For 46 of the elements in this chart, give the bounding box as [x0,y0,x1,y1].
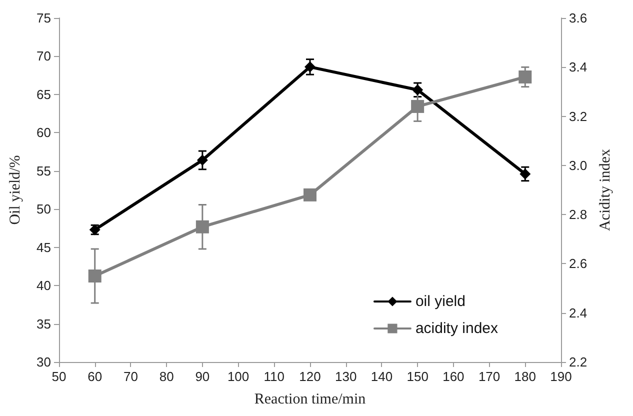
x-tick-label: 170 [478,369,500,384]
x-tick-label: 190 [550,369,572,384]
y-tick-label: 65 [36,86,51,102]
point [520,168,531,180]
point [304,188,316,202]
x-tick-label: 80 [159,369,174,384]
legend-label: oil yield [415,293,466,310]
y-tick-label: 75 [36,10,51,26]
y2-tick-label: 2.2 [569,354,588,370]
y2-tick-label: 3.2 [569,108,588,124]
y-tick-label: 30 [36,354,51,370]
x-tick-label: 120 [299,369,321,384]
x-tick-label: 110 [264,369,285,384]
x-tick-label: 150 [406,369,428,384]
y2-tick-label: 2.6 [569,256,588,272]
y-tick-label: 35 [36,316,51,332]
x-tick-label: 50 [52,369,66,384]
x-tick-label: 70 [123,369,138,384]
y-tick-label: 45 [36,240,51,255]
point [196,220,209,234]
legend-label: acidity index [415,320,498,337]
y2-tick-label: 2.8 [569,207,588,222]
point [304,61,316,72]
y-axis-title: Oil yield/% [8,155,24,225]
x-axis-title: Reaction time/min [254,392,366,408]
x-tick-label: 180 [514,369,536,384]
y2-tick-label: 2.4 [569,305,588,320]
x-tick-label: 160 [442,369,464,384]
y2-axis-title: Acidity index [597,148,614,232]
y2-tick-label: 3.4 [569,60,588,75]
point [196,154,208,166]
y-tick-label: 50 [36,202,51,217]
y-tick-label: 40 [36,278,51,294]
y-tick-label: 60 [36,125,51,140]
point [88,270,102,282]
x-tick-label: 90 [195,369,210,384]
y2-tick-label: 3.6 [569,10,588,26]
point [411,100,424,113]
point [518,70,532,84]
y-tick-label: 70 [36,48,51,64]
y2-tick-label: 3.0 [569,158,588,173]
x-tick-label: 130 [335,369,357,384]
x-tick-label: 100 [227,369,250,384]
x-tick-label: 60 [88,369,102,384]
x-tick-label: 140 [370,369,393,384]
y-tick-label: 55 [36,163,51,178]
